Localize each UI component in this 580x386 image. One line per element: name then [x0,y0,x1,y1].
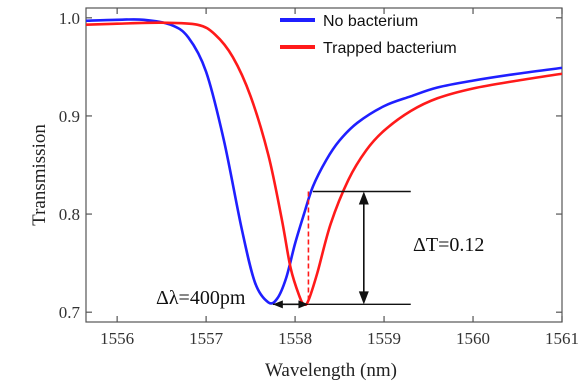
delta-t-label: ΔT=0.12 [413,234,484,256]
legend-label-trapped-bacterium: Trapped bacterium [323,40,457,57]
annotation-layer [272,190,411,309]
series-line-no-bacterium [86,18,562,305]
delta-lambda-arrow-head-left [272,300,283,309]
x-axis-ticks: 1556 1557 1558 1559 1560 1561 [100,8,579,348]
x-tick-label: 1557 [189,329,224,348]
x-tick-label: 1560 [456,329,490,348]
x-tick-label: 1556 [100,329,134,348]
legend: No bacterium Trapped bacterium [280,13,457,57]
y-tick-label: 1.0 [59,9,80,28]
y-tick-label: 0.7 [59,303,81,322]
x-tick-label: 1558 [278,329,312,348]
x-tick-label: 1561 [545,329,579,348]
y-tick-label: 0.8 [59,205,80,224]
delta-lambda-label: Δλ=400pm [156,287,246,309]
plot-frame [85,7,563,323]
plot-border [85,7,563,323]
delta-lambda-arrow-head-right [298,300,309,309]
legend-label-no-bacterium: No bacterium [323,13,418,30]
y-tick-label: 0.9 [59,107,80,126]
x-tick-label: 1559 [367,329,401,348]
delta-t-arrow-head-up [358,191,369,205]
x-axis-title: Wavelength (nm) [265,360,397,381]
y-axis-title: Transmission [29,124,50,226]
delta-t-arrow-head-down [358,291,369,305]
y-axis-ticks: 0.7 0.8 0.9 1.0 [59,9,562,322]
